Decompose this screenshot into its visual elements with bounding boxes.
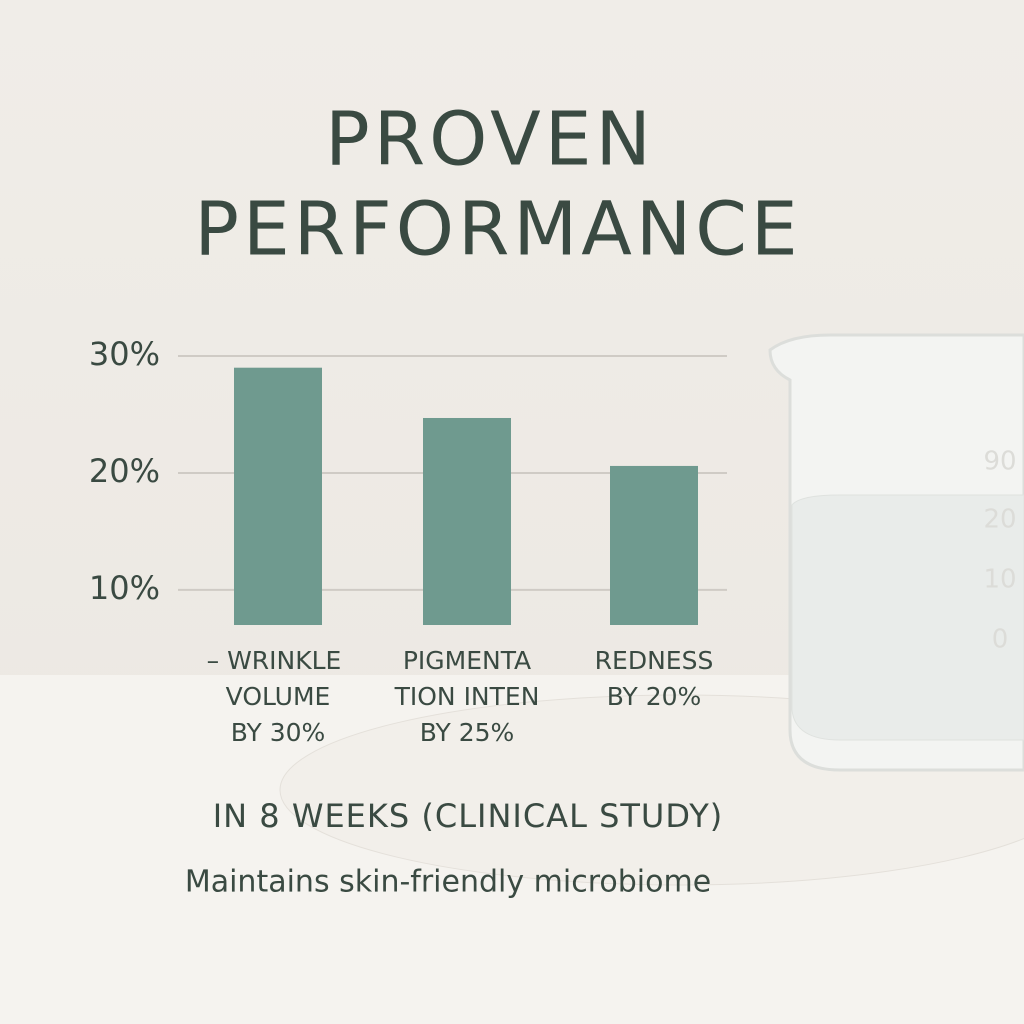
beaker-mark: 20 xyxy=(983,505,1016,535)
x-tick-label: REDNESS xyxy=(595,646,714,675)
beaker-mark: 0 xyxy=(992,625,1009,655)
x-tick-label: BY 25% xyxy=(420,718,515,747)
x-tick-label: BY 30% xyxy=(231,718,326,747)
x-tick-label: PIGMENTA xyxy=(403,646,531,675)
y-tick-label: 20% xyxy=(89,452,160,490)
subtitle: IN 8 WEEKS (CLINICAL STUDY) xyxy=(213,797,724,835)
beaker xyxy=(768,333,1024,772)
beaker-mark: 90 xyxy=(983,447,1016,477)
x-tick-label: TION INTEN xyxy=(394,682,540,711)
y-tick-label: 10% xyxy=(89,569,160,607)
x-tick-label: VOLUME xyxy=(226,682,331,711)
bar xyxy=(234,367,322,625)
title-line: PERFORMANCE xyxy=(194,187,801,273)
x-tick-label: BY 20% xyxy=(607,682,702,711)
title-line: PROVEN xyxy=(325,97,655,183)
beaker-liquid xyxy=(791,494,1024,741)
note: Maintains skin-friendly microbiome xyxy=(185,865,711,900)
beaker-mark: 10 xyxy=(983,565,1016,595)
x-tick-label: – WRINKLE xyxy=(207,646,342,675)
bar xyxy=(423,417,511,625)
bar xyxy=(610,465,698,625)
y-tick-label: 30% xyxy=(89,335,160,373)
